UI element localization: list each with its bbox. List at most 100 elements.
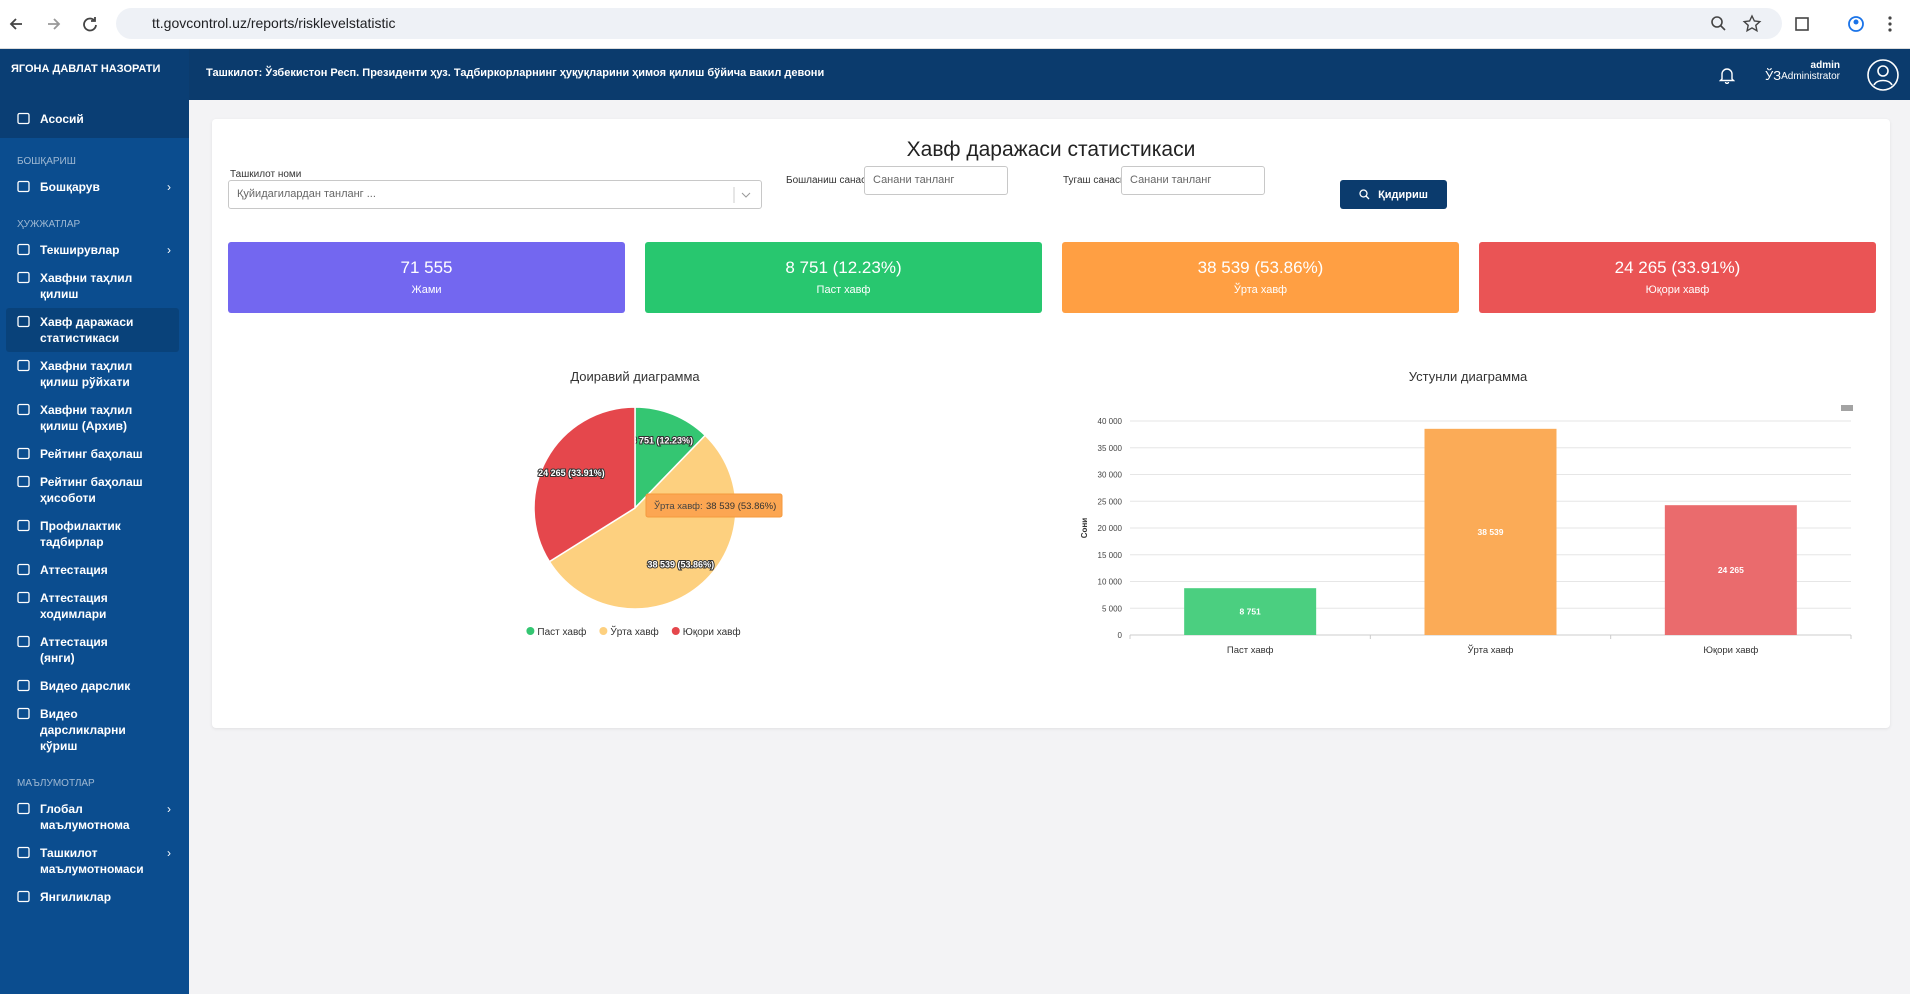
menu-icon bbox=[17, 180, 30, 193]
language[interactable]: ЎЗ bbox=[1765, 68, 1782, 83]
menu-label: Видео дарслик bbox=[40, 679, 131, 693]
menu-item[interactable]: Рейтинг баҳолаш ҳисоботи bbox=[0, 468, 189, 512]
card-value: 8 751 (12.23%) bbox=[785, 258, 902, 277]
menu-item[interactable]: Видео дарсликларни кўриш bbox=[0, 700, 189, 760]
filter-label: Ташкилот номи bbox=[230, 169, 302, 180]
menu-item[interactable]: Хавфни таҳлил қилиш (Архив) bbox=[0, 396, 189, 440]
menu-section-title: БОШҚАРИШ bbox=[17, 156, 76, 167]
menu-label: Рейтинг баҳолаш bbox=[40, 447, 143, 461]
menu-icon bbox=[17, 447, 30, 460]
menu-icon bbox=[17, 243, 30, 256]
address-bar[interactable]: tt.govcontrol.uz/reports/risklevelstatis… bbox=[116, 8, 1782, 39]
stat-card: 38 539 (53.86%) Ўрта хавф bbox=[1062, 242, 1459, 313]
menu-label: Хавфни таҳлил қилиш bbox=[40, 271, 133, 301]
avatar[interactable] bbox=[1866, 58, 1900, 92]
content-panel: Хавф даражаси статистикаси Ташкилот номи… bbox=[212, 119, 1890, 728]
menu-arrow: › bbox=[167, 180, 171, 194]
search-icon bbox=[1359, 189, 1370, 200]
menu-label: Хавфни таҳлил қилиш (Архив) bbox=[40, 403, 133, 433]
menu-item[interactable]: Рейтинг баҳолаш bbox=[0, 440, 189, 468]
menu-icon bbox=[17, 403, 30, 416]
start-date-input[interactable]: Санани танланг bbox=[864, 166, 1008, 195]
bell-icon[interactable] bbox=[1719, 66, 1735, 84]
browser-bar: tt.govcontrol.uz/reports/risklevelstatis… bbox=[0, 0, 1910, 49]
menu-item[interactable]: Аттестация (янги) bbox=[0, 628, 189, 672]
card-label: Ўрта хавф bbox=[1233, 284, 1288, 296]
menu-item[interactable]: Бошқарув › bbox=[0, 173, 189, 201]
menu-label: Глобал маълумотнома bbox=[40, 802, 130, 832]
nav-icons bbox=[9, 17, 97, 32]
user-role: Administrator bbox=[1781, 71, 1840, 82]
card-label: Жами bbox=[411, 284, 442, 296]
menu-icon bbox=[17, 112, 30, 125]
menu-item[interactable]: Текширувлар › bbox=[0, 236, 189, 264]
user-info[interactable]: admin Administrator bbox=[1781, 60, 1840, 82]
menu-section-title: ҲУЖЖАТЛАР bbox=[17, 219, 81, 230]
button-text: Қидириш bbox=[1378, 188, 1428, 201]
menu-arrow: › bbox=[167, 846, 171, 860]
menu-icon bbox=[17, 707, 30, 720]
stat-card: 71 555 Жами bbox=[228, 242, 625, 313]
url-text: tt.govcontrol.uz/reports/risklevelstatis… bbox=[152, 15, 396, 31]
menu-icon bbox=[17, 635, 30, 648]
organization-select[interactable]: Қуйидагилардан танланг ... bbox=[228, 180, 762, 209]
page-title: Хавф даражаси статистикаси bbox=[906, 138, 1196, 161]
menu-icon bbox=[17, 359, 30, 372]
card-value: 24 265 (33.91%) bbox=[1614, 258, 1741, 277]
chevron bbox=[733, 187, 751, 203]
menu-arrow: › bbox=[167, 802, 171, 816]
menu-icon bbox=[17, 271, 30, 284]
top-header: Ташкилот: Ўзбекистон Респ. Президенти ҳу… bbox=[189, 49, 1910, 100]
menu-label: Рейтинг баҳолаш ҳисоботи bbox=[40, 475, 143, 505]
menu-item[interactable]: Янгиликлар bbox=[0, 883, 189, 911]
menu-label: Аттестация ходимлари bbox=[40, 591, 108, 621]
filter-label: Бошланиш санаси bbox=[786, 175, 872, 186]
menu-item[interactable]: Глобал маълумотнома › bbox=[0, 795, 189, 839]
menu-label: Профилактик тадбирлар bbox=[40, 519, 121, 549]
menu-label: Янгиликлар bbox=[40, 890, 112, 904]
menu-label: Аттестация (янги) bbox=[40, 635, 108, 665]
stat-card: 24 265 (33.91%) Юқори хавф bbox=[1479, 242, 1876, 313]
search-button[interactable]: Қидириш bbox=[1340, 180, 1447, 209]
card-value: 71 555 bbox=[400, 258, 453, 277]
menu-label: Видео дарсликларни кўриш bbox=[40, 707, 126, 753]
organization: Ташкилот: Ўзбекистон Респ. Президенти ҳу… bbox=[206, 67, 825, 79]
menu-section-title: МАЪЛУМОТЛАР bbox=[17, 778, 95, 789]
menu-label: Ташкилот маълумотномаси bbox=[40, 846, 144, 876]
stat-card: 8 751 (12.23%) Паст хавф bbox=[645, 242, 1042, 313]
card-label: Юқори хавф bbox=[1645, 284, 1710, 296]
end-date-input[interactable]: Санани танланг bbox=[1121, 166, 1265, 195]
card-label: Паст хавф bbox=[816, 284, 871, 296]
menu-icon bbox=[17, 591, 30, 604]
menu-icon bbox=[17, 802, 30, 815]
menu-item[interactable]: Аттестация bbox=[0, 556, 189, 584]
menu-icon bbox=[17, 519, 30, 532]
menu-item[interactable]: Ташкилот маълумотномаси › bbox=[0, 839, 189, 883]
placeholder: Қуйидагилардан танланг ... bbox=[237, 188, 376, 200]
menu-arrow: › bbox=[167, 243, 171, 257]
menu-icon bbox=[17, 563, 30, 576]
menu-label: Хавф даражаси статистикаси bbox=[40, 315, 134, 345]
menu-icon bbox=[17, 475, 30, 488]
browser-icons bbox=[1711, 14, 1892, 33]
menu: Асосий БОШҚАРИШ Бошқарув › ҲУЖЖАТЛАР Текширув… bbox=[0, 100, 189, 911]
placeholder: Санани танланг bbox=[873, 174, 955, 186]
menu-icon bbox=[17, 315, 30, 328]
menu-item[interactable]: Видео дарслик bbox=[0, 672, 189, 700]
menu-label: Аттестация bbox=[40, 563, 108, 577]
menu-icon bbox=[17, 679, 30, 692]
menu-item[interactable]: Аттестация ходимлари bbox=[0, 584, 189, 628]
placeholder: Санани танланг bbox=[1130, 174, 1212, 186]
menu-item[interactable]: Хавфни таҳлил қилиш рўйхати bbox=[0, 352, 189, 396]
menu-item[interactable]: Хавфни таҳлил қилиш bbox=[0, 264, 189, 308]
menu-item[interactable]: Профилактик тадбирлар bbox=[0, 512, 189, 556]
menu-item[interactable]: Хавф даражаси статистикаси bbox=[6, 308, 179, 352]
menu-label: Хавфни таҳлил қилиш рўйхати bbox=[40, 359, 133, 389]
menu-item[interactable]: Асосий bbox=[0, 100, 189, 138]
menu-icon bbox=[17, 890, 30, 903]
menu-label: Асосий bbox=[40, 112, 84, 126]
filter-label: Тугаш санаси bbox=[1063, 175, 1126, 186]
menu-label: Бошқарув bbox=[40, 180, 100, 194]
menu-icon bbox=[17, 846, 30, 859]
